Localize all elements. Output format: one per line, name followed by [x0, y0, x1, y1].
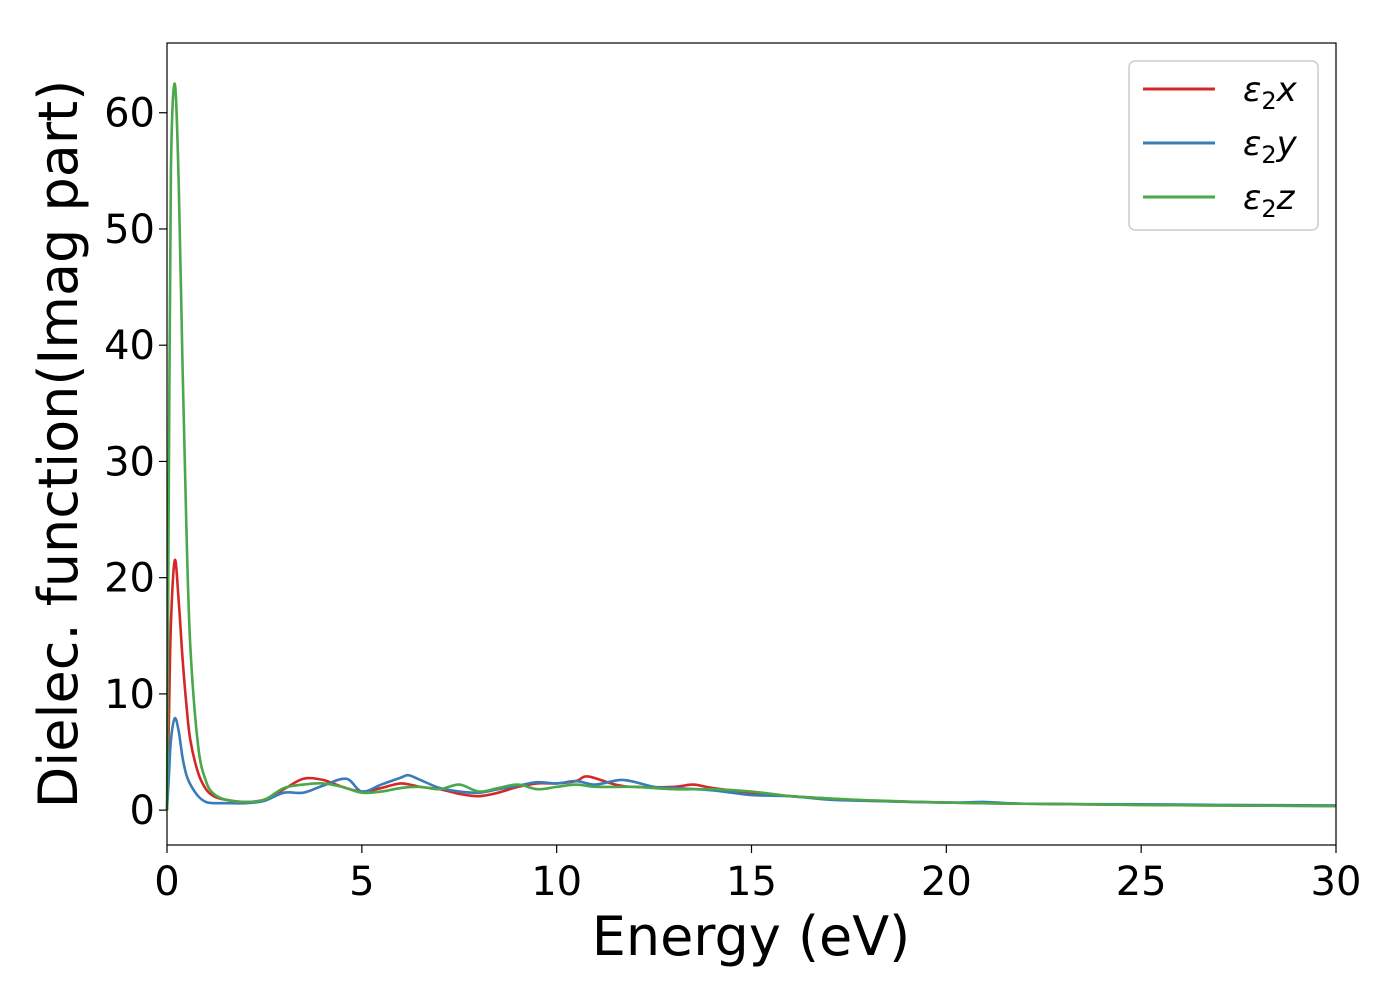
x-axis-ticks: 0 5 10 15 20 25 30: [154, 845, 1361, 905]
legend: ε2x ε2y ε2z: [1128, 60, 1319, 231]
series-line-z: [165, 82, 1337, 811]
y-tick-label: 50: [104, 207, 155, 253]
legend-label-ez: ε2z: [1243, 178, 1296, 223]
y-tick-label: 0: [130, 788, 155, 834]
x-tick-label: 25: [1116, 859, 1167, 905]
x-tick-label: 0: [154, 859, 179, 905]
y-tick-label: 40: [104, 323, 155, 369]
y-axis-ticks: 0 10 20 30 40 50 60: [104, 91, 167, 834]
series-layer: [165, 82, 1337, 811]
legend-label-ex: ε2x: [1243, 70, 1298, 115]
y-axis-label: Dielec. function(Imag part): [27, 80, 90, 809]
y-tick-label: 30: [104, 439, 155, 485]
x-tick-label: 15: [726, 859, 777, 905]
x-tick-label: 20: [921, 859, 972, 905]
x-tick-label: 10: [531, 859, 582, 905]
y-tick-label: 20: [104, 556, 155, 602]
x-axis-label: Energy (eV): [592, 905, 911, 968]
legend-label-ey: ε2y: [1243, 124, 1298, 169]
x-tick-label: 5: [349, 859, 374, 905]
x-tick-label: 30: [1311, 859, 1362, 905]
y-tick-label: 60: [104, 91, 155, 137]
y-tick-label: 10: [104, 672, 155, 718]
legend-box: [1128, 60, 1319, 231]
